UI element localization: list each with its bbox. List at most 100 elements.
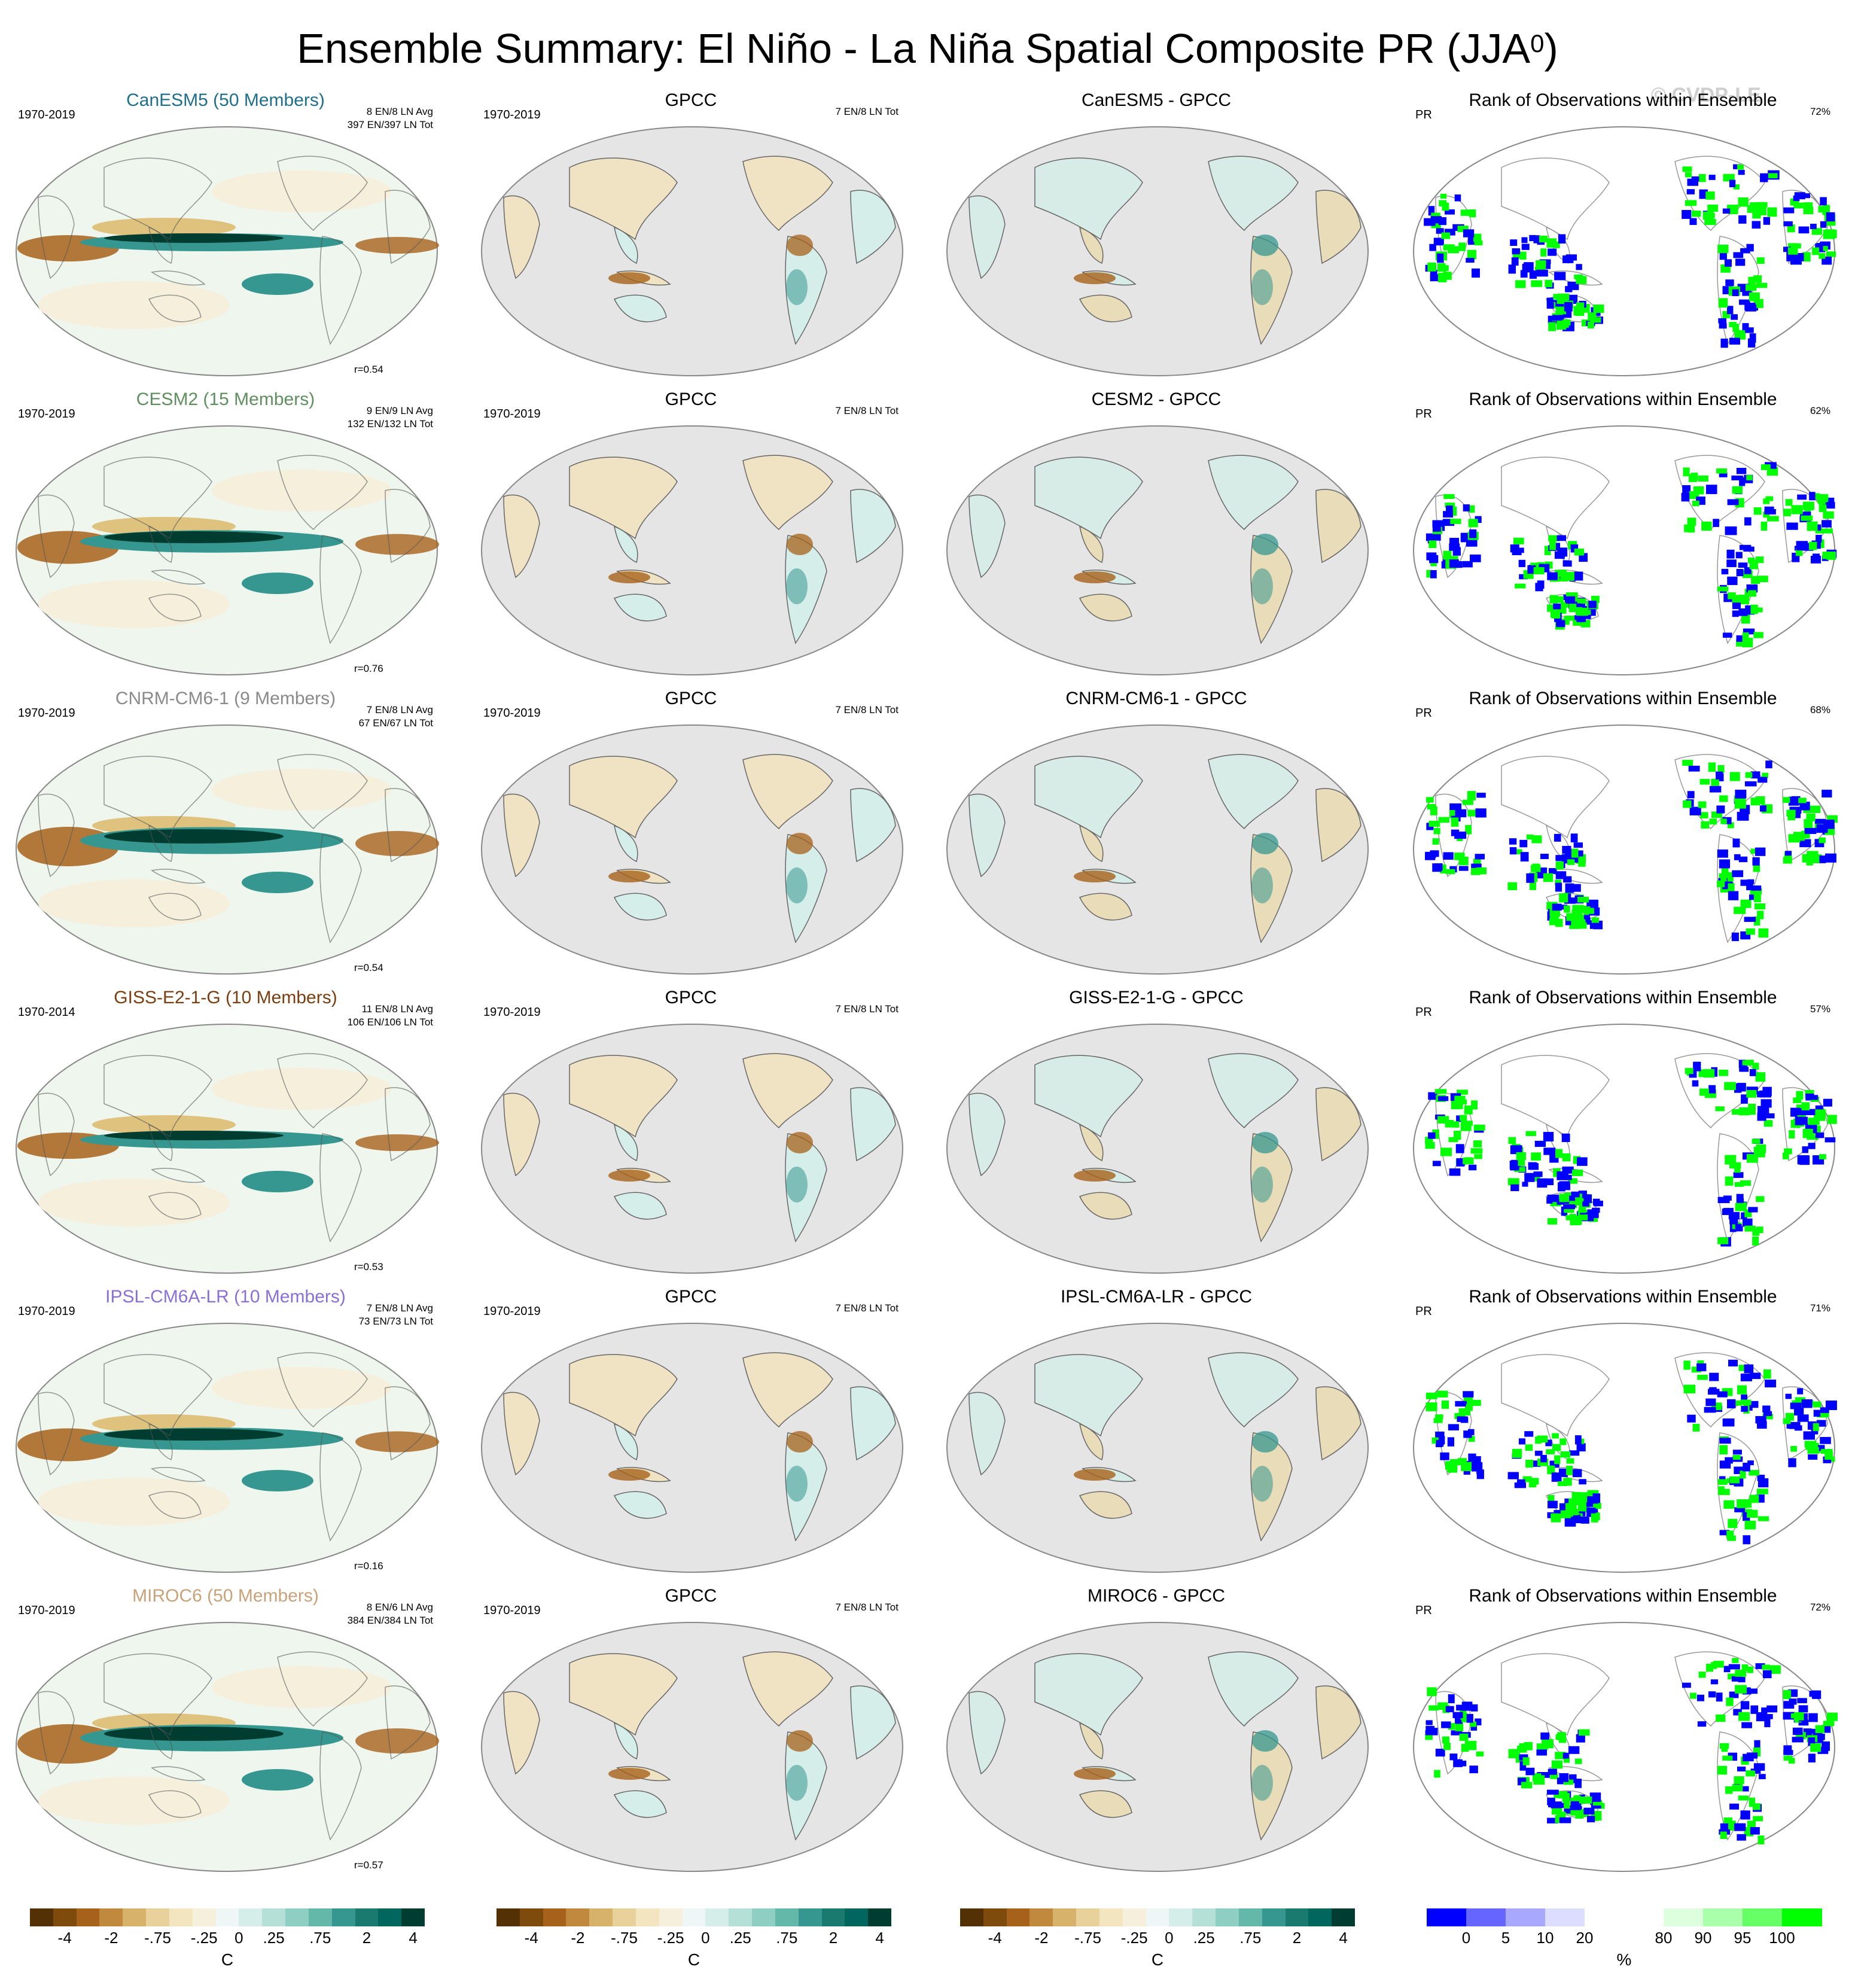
obs-period-label: 1970-2019 [483,707,541,720]
pr-colorbar-diff: -4 -2 -.75 -.25 0 .25 .75 2 4 C [960,1908,1356,1969]
colorbar-swatch [983,1908,1007,1926]
colorbar-tick-label: 2 [362,1929,371,1947]
rank-variable: PR [1415,1305,1432,1318]
colorbar-tick-label: 4 [875,1929,884,1947]
colorbar-tick-label: 4 [1339,1929,1348,1947]
colorbar-swatch [659,1908,683,1926]
rank-percent: 62% [1810,405,1830,416]
model-panel: CESM2 (15 Members) 1970-2019 9 EN/9 LN Avg… [7,389,444,688]
rank-variable: PR [1415,108,1432,121]
pattern-correlation: r=0.16 [354,1560,383,1572]
model-composite-map [16,425,439,675]
pr-colorbar-model: -4 -2 -.75 -.25 0 .25 .75 2 4 C [30,1908,425,1969]
obs-title: GPCC [665,1586,717,1606]
colorbar-swatch [1076,1908,1100,1926]
difference-map [946,126,1369,376]
pr-colorbar-obs: -4 -2 -.75 -.25 0 .25 .75 2 4 C [497,1908,892,1969]
colorbar-tick-label: -.75 [611,1929,638,1947]
obs-composite-map [481,1323,903,1573]
model-panel: MIROC6 (50 Members) 1970-2019 8 EN/6 LN Av… [7,1585,444,1885]
colorbar-tick-label: -.25 [190,1929,218,1947]
model-title: MIROC6 (50 Members) [132,1586,319,1606]
colorbar-swatch [262,1908,286,1926]
colorbar-swatch [1782,1908,1822,1926]
diff-panel: CanESM5 - GPCC [938,90,1375,389]
rank-title: Rank of Observations within Ensemble [1469,1586,1777,1606]
rank-map [1413,1622,1838,1872]
colorbar-swatch [1192,1908,1216,1926]
colorbar-swatch [821,1908,845,1926]
obs-period-label: 1970-2019 [483,407,541,421]
colorbar-tick-label: -2 [1034,1929,1049,1947]
colorbar-swatch [845,1908,869,1926]
colorbar-swatch [1585,1908,1625,1926]
pattern-correlation: r=0.54 [354,364,383,375]
colorbar-unit: C [1151,1950,1164,1969]
period-label: 1970-2019 [18,407,75,421]
pattern-correlation: r=0.53 [354,1261,383,1272]
colorbar-swatch [308,1908,333,1926]
colorbar-swatch [1099,1908,1123,1926]
colorbar-swatch [705,1908,729,1926]
colorbar-swatch [497,1908,520,1926]
colorbar-swatch [378,1908,402,1926]
difference-map [946,1024,1369,1274]
colorbar-swatch [752,1908,776,1926]
colorbar-swatch [1216,1908,1239,1926]
colorbar-tick-label: .25 [1193,1929,1215,1947]
rank-title: Rank of Observations within Ensemble [1469,1287,1777,1307]
colorbar-swatch [1122,1908,1147,1926]
obs-title: GPCC [665,90,717,110]
colorbar-swatch [1146,1908,1169,1926]
rank-map [1413,126,1837,376]
diff-panel: MIROC6 - GPCC [938,1585,1375,1885]
obs-title: GPCC [665,988,717,1007]
colorbar-tick-label: -2 [571,1929,585,1947]
colorbar-tick-label: .25 [729,1929,751,1947]
model-composite-map [16,1323,439,1573]
colorbar-swatch [635,1908,660,1926]
colorbar-swatch [566,1908,590,1926]
model-title: CNRM-CM6-1 (9 Members) [115,689,336,708]
period-label: 1970-2019 [18,1604,75,1617]
colorbar-swatch [331,1908,356,1926]
model-panel: IPSL-CM6A-LR (10 Members) 1970-2019 7 EN/8… [7,1286,444,1585]
colorbar-tick-label: -.75 [1074,1929,1101,1947]
colorbar-tick-label: .75 [776,1929,798,1947]
colorbar-swatch [1332,1908,1356,1926]
rank-panel: Rank of Observations within Ensemble PR 71… [1405,1286,1841,1585]
diff-title: IPSL-CM6A-LR - GPCC [1060,1287,1253,1307]
colorbar-swatch [1285,1908,1309,1926]
obs-panel: GPCC 1970-2019 7 EN/8 LN Tot [473,90,909,389]
colorbar-tick-label: -.75 [144,1929,171,1947]
obs-title: GPCC [665,389,717,409]
diff-title: CESM2 - GPCC [1091,389,1222,409]
rank-panel: Rank of Observations within Ensemble PR 62… [1405,389,1841,688]
diff-title: CanESM5 - GPCC [1081,90,1232,110]
pattern-correlation: r=0.54 [354,962,383,973]
pattern-correlation: r=0.76 [354,663,383,674]
colorbar-swatch [146,1908,170,1926]
rank-panel: Rank of Observations within Ensemble PR 68… [1405,688,1841,987]
colorbar-swatch [775,1908,799,1926]
obs-panel: GPCC 1970-2019 7 EN/8 LN Tot [473,389,909,688]
rank-percent: 72% [1810,106,1830,117]
colorbar-tick-label: 0 [1165,1929,1174,1947]
rank-title: Rank of Observations within Ensemble [1469,689,1777,708]
model-title: CESM2 (15 Members) [136,389,315,409]
obs-event-count: 7 EN/8 LN Tot [835,405,898,416]
period-label: 1970-2019 [18,108,75,121]
period-label: 1970-2014 [18,1006,75,1019]
obs-period-label: 1970-2019 [483,1604,541,1617]
colorbar-swatch [1006,1908,1030,1926]
page-title: Ensemble Summary: El Niño - La Niña Spat… [297,25,1558,72]
colorbar-swatch [355,1908,379,1926]
colorbar-swatch [123,1908,147,1926]
rank-map [1413,1323,1837,1573]
colorbar-swatch [682,1908,706,1926]
diff-panel: GISS-E2-1-G - GPCC [938,987,1375,1286]
obs-composite-map [481,126,903,376]
colorbar-swatch [1427,1908,1467,1926]
colorbar-swatch [1664,1908,1704,1926]
obs-composite-map [481,425,903,675]
